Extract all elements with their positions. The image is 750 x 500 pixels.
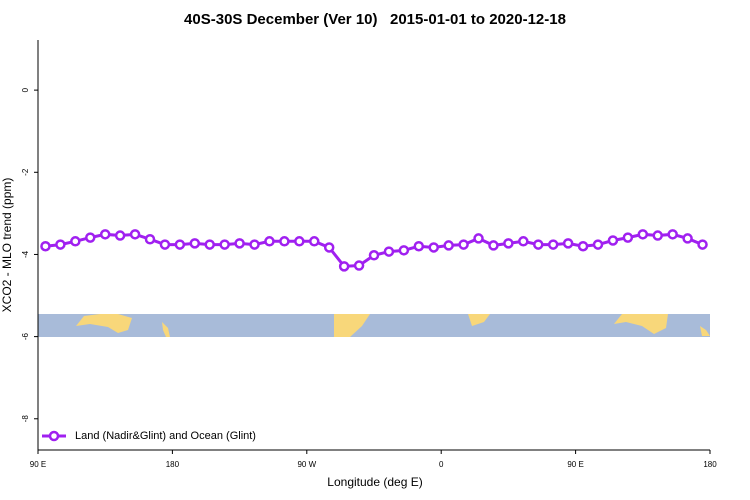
point [577,240,589,252]
point [40,240,51,252]
point [129,229,141,240]
point [667,229,678,240]
x-tick-label: 90 W [297,460,316,469]
point [189,238,201,249]
x-tick-label: 0 [439,460,444,469]
x-tick-label: 90 E [30,460,46,469]
point [294,236,305,247]
point [607,235,619,246]
point [428,242,439,253]
map-strip [38,314,710,337]
point [368,250,380,261]
land [468,314,490,326]
point [70,236,81,247]
y-tick-label: 0 [21,87,30,92]
y-tick-label: -8 [21,415,30,423]
legend-marker [48,430,60,442]
y-tick-label: -2 [21,168,30,176]
y-axis-label: XCO2 - MLO trend (ppm) [0,178,14,313]
point [697,239,708,250]
point [682,233,693,244]
point [144,233,156,245]
point [592,239,604,250]
point [413,240,425,252]
point [174,239,186,250]
point [562,238,574,249]
land [614,314,668,334]
point [204,239,215,250]
y-tick-label: -4 [21,250,30,258]
point [443,240,454,251]
point [264,236,275,247]
point [219,239,230,250]
point [473,233,484,244]
point [652,230,663,241]
point [353,260,365,271]
legend-label: Land (Nadir&Glint) and Ocean (Glint) [75,430,256,442]
point [249,239,260,250]
point [458,239,469,250]
point [85,232,96,243]
point [55,239,66,250]
chart-title: 40S-30S December (Ver 10) 2015-01-01 to … [184,11,566,28]
point [234,238,245,249]
point [309,236,320,247]
point [323,242,335,253]
point [159,239,171,250]
point [637,229,649,240]
point [488,240,499,251]
land [162,322,170,337]
point [114,230,126,241]
ocean [38,314,710,337]
point [99,229,111,240]
point [518,236,529,247]
point [503,238,514,249]
point [338,261,350,272]
point [383,246,395,257]
x-tick-label: 180 [166,460,180,469]
point [547,239,559,250]
point [279,236,290,247]
land [700,326,710,336]
land [76,314,132,333]
y-tick-label: -6 [21,333,30,341]
x-tick-label: 180 [703,460,717,469]
land [334,314,370,337]
x-tick-label: 90 E [567,460,583,469]
point [398,245,410,256]
point [622,232,634,243]
x-axis-label: Longitude (deg E) [327,475,422,489]
point [533,239,544,250]
